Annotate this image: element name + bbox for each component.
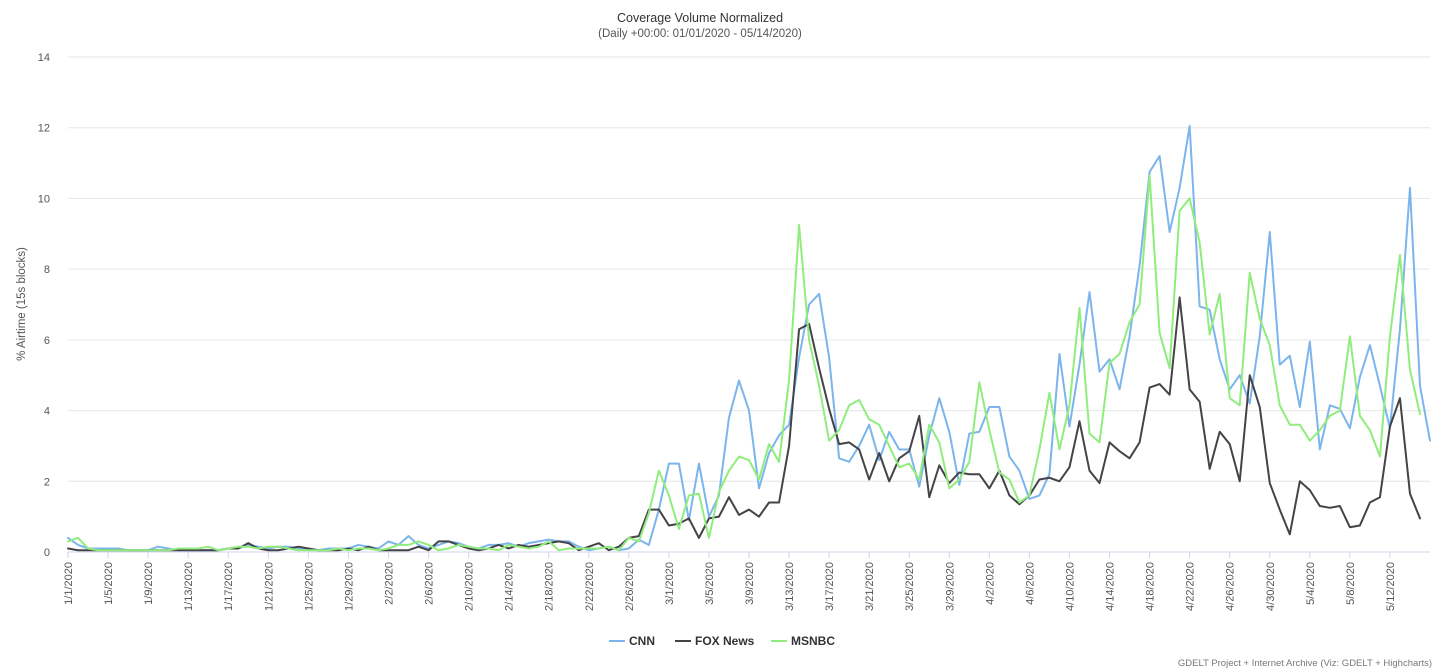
- x-tick-label: 3/9/2020: [744, 562, 756, 605]
- x-tick-label: 3/5/2020: [704, 562, 716, 605]
- x-tick-label: 5/4/2020: [1305, 562, 1317, 605]
- x-tick-label: 4/10/2020: [1064, 562, 1076, 611]
- x-tick-label: 1/5/2020: [103, 562, 115, 605]
- chart-title: Coverage Volume Normalized: [617, 11, 783, 25]
- x-tick-label: 4/14/2020: [1105, 562, 1117, 611]
- y-tick-label: 10: [38, 193, 50, 205]
- y-axis-ticks: 0 2 4 6 8 10 12 14: [38, 52, 50, 559]
- x-tick-label: 2/2/2020: [383, 562, 395, 605]
- x-tick-label: 1/25/2020: [303, 562, 315, 611]
- x-tick-label: 1/17/2020: [223, 562, 235, 611]
- x-tick-label: 2/22/2020: [584, 562, 596, 611]
- x-tick-label: 2/26/2020: [624, 562, 636, 611]
- x-tick-label: 3/1/2020: [664, 562, 676, 605]
- x-tick-label: 2/18/2020: [544, 562, 556, 611]
- x-tick-label: 3/21/2020: [864, 562, 876, 611]
- y-tick-label: 12: [38, 123, 50, 135]
- x-tick-label: 4/22/2020: [1185, 562, 1197, 611]
- x-tick-label: 4/30/2020: [1265, 562, 1277, 611]
- x-axis-ticks: 1/1/2020 1/5/2020 1/9/2020 1/13/2020 1/17/20…: [63, 552, 1397, 611]
- x-tick-label: 3/25/2020: [904, 562, 916, 611]
- series-line-msnbc: [67, 174, 1421, 552]
- x-tick-label: 5/8/2020: [1345, 562, 1357, 605]
- series-lines: [67, 124, 1431, 552]
- legend: CNN FOX News MSNBC: [609, 634, 835, 648]
- x-tick-label: 5/12/2020: [1385, 562, 1397, 611]
- y-tick-label: 0: [44, 547, 50, 559]
- series-line-fox-news: [67, 296, 1421, 552]
- x-tick-label: 3/13/2020: [784, 562, 796, 611]
- x-tick-label: 2/6/2020: [424, 562, 436, 605]
- series-line-cnn: [67, 124, 1431, 552]
- x-tick-label: 4/26/2020: [1225, 562, 1237, 611]
- x-tick-label: 2/10/2020: [464, 562, 476, 611]
- legend-item-cnn-label: CNN: [629, 634, 655, 648]
- legend-item-msnbc-label: MSNBC: [791, 634, 835, 648]
- x-tick-label: 2/14/2020: [504, 562, 516, 611]
- x-tick-label: 4/6/2020: [1024, 562, 1036, 605]
- x-tick-label: 1/9/2020: [143, 562, 155, 605]
- x-tick-label: 1/1/2020: [63, 562, 75, 605]
- x-tick-label: 3/17/2020: [824, 562, 836, 611]
- grid-lines: [68, 56, 1430, 482]
- x-tick-label: 4/2/2020: [984, 562, 996, 605]
- y-tick-label: 8: [44, 264, 50, 276]
- x-tick-label: 1/29/2020: [343, 562, 355, 611]
- x-tick-label: 1/13/2020: [183, 562, 195, 611]
- y-tick-label: 14: [38, 52, 50, 64]
- chart-subtitle: (Daily +00:00: 01/01/2020 - 05/14/2020): [598, 28, 802, 40]
- x-tick-label: 4/18/2020: [1145, 562, 1157, 611]
- y-tick-label: 6: [44, 335, 50, 347]
- x-tick-label: 1/21/2020: [263, 562, 275, 611]
- x-tick-label: 3/29/2020: [944, 562, 956, 611]
- y-tick-label: 4: [44, 406, 50, 418]
- legend-item-fox-news-label: FOX News: [695, 634, 755, 648]
- credit-text: GDELT Project + Internet Archive (Viz: G…: [1178, 658, 1432, 669]
- y-axis-title: % Airtime (15s blocks): [16, 247, 28, 361]
- y-tick-label: 2: [44, 476, 50, 488]
